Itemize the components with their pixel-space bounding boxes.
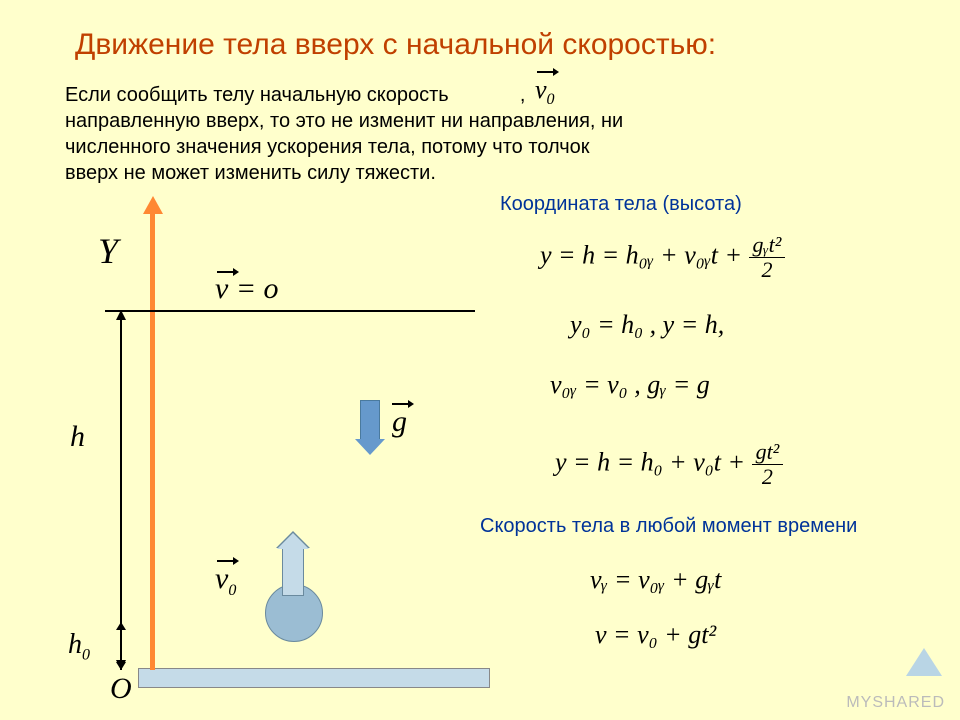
y-axis-label: Y [98,230,118,272]
g-label: g [392,405,407,439]
formula-y-full: y = h = h₀ᵧ + v₀ᵧt + gᵧt²2 [540,233,785,282]
intro-line2: направленную вверх, то это не изменит ни… [65,110,623,132]
velocity-subheader: Скорость тела в любой момент времени [480,515,857,538]
physics-diagram: Y O h h0 v = o v0 g [60,210,480,700]
ground-surface [138,668,490,688]
y-axis-arrow [150,210,155,670]
formula-y-simplified: y = h = h₀ + v₀t + gt²2 [555,440,783,489]
h-label: h [70,420,85,454]
intro-comma: , [520,84,526,106]
nav-triangle-icon[interactable] [906,648,942,676]
formula-v0y-gy: v₀ᵧ = v₀ , gᵧ = g [550,370,710,400]
height-dimension-h0 [120,622,122,670]
gravity-arrow [360,400,380,440]
v0-label: v0 [215,562,236,600]
intro-line1: Если сообщить телу начальную скорость [65,84,449,106]
intro-line3: численного значения ускорения тела, пото… [65,136,589,158]
watermark-text: MYSHARED [846,694,945,712]
origin-label: O [110,672,132,706]
formula-v: v = v₀ + gt² [595,620,716,650]
slide-title: Движение тела вверх с начальной скорость… [75,28,716,62]
initial-velocity-arrow [282,548,304,596]
intro-text: Если сообщить телу начальную скорость , … [65,82,785,186]
formula-y0-h0: y₀ = h₀ , y = h, [570,310,724,340]
h0-label: h0 [68,629,90,665]
upper-reference-line [105,310,475,312]
formula-vy: vᵧ = v₀ᵧ + gᵧt [590,565,721,595]
inline-v0-symbol: v0 [535,75,555,109]
v-equals-zero-label: v = o [215,272,279,306]
coord-subheader: Координата тела (высота) [500,193,742,216]
height-dimension-h [120,310,122,670]
intro-line4: вверх не может изменить силу тяжести. [65,162,436,184]
